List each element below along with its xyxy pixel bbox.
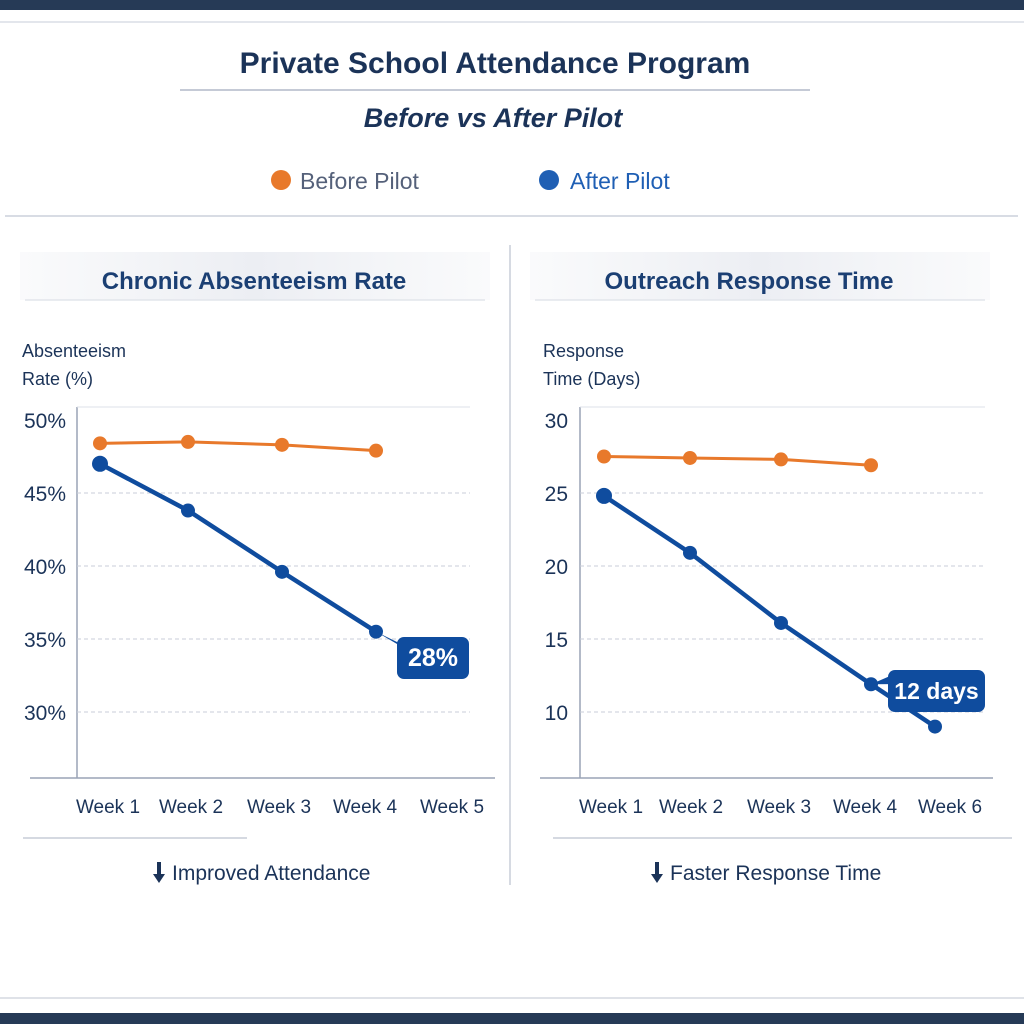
legend-marker-after [539, 170, 559, 190]
x-tick-label: Week 2 [659, 797, 723, 818]
data-point [774, 452, 788, 467]
y-axis-label: Rate (%) [22, 369, 93, 389]
chart-1: Chronic Absenteeism Rate Absenteeism Rate … [20, 252, 495, 885]
x-tick-label: Week 1 [76, 797, 140, 818]
y-tick-label: 30% [24, 702, 66, 725]
x-tick-label: Week 6 [918, 797, 982, 818]
legend-item-before: Before Pilot [271, 168, 420, 194]
series-line [99, 440, 377, 453]
x-tick-label: Week 4 [333, 797, 398, 818]
chart-2: Outreach Response Time Response Time (Days… [530, 252, 1012, 885]
bottom-bar [0, 1013, 1024, 1024]
series-after-pilot [92, 455, 383, 639]
y-axis-label: Absenteeism [22, 341, 126, 361]
series-before-pilot [597, 449, 878, 473]
chart-footer: Improved Attendance [153, 862, 370, 885]
y-tick-label: 15 [545, 629, 568, 652]
data-point [774, 615, 788, 630]
series-line [603, 455, 872, 467]
data-point [93, 436, 107, 451]
footer-label: Faster Response Time [670, 862, 881, 885]
data-point [275, 564, 289, 579]
data-point [369, 443, 383, 458]
chart-title-band [530, 252, 990, 300]
y-tick-label: 30 [545, 410, 568, 433]
data-point [928, 719, 942, 734]
chart-title: Outreach Response Time [605, 268, 894, 295]
callout-box [888, 670, 985, 712]
series-before-pilot [93, 434, 383, 458]
x-tick-label: Week 1 [579, 797, 643, 818]
data-point [275, 437, 289, 452]
x-tick-label: Week 3 [747, 797, 811, 818]
page-subtitle: Before vs After Pilot [364, 103, 624, 133]
legend-item-after: After Pilot [539, 168, 670, 194]
y-axis-label: Time (Days) [543, 369, 640, 389]
footer-label: Improved Attendance [172, 862, 370, 885]
y-tick-label: 25 [545, 483, 568, 506]
callout: 28% [376, 631, 469, 679]
legend: Before Pilot After Pilot [271, 168, 670, 194]
legend-marker-before [271, 170, 291, 190]
x-tick-label: Week 3 [247, 797, 311, 818]
page-title: Private School Attendance Program [240, 47, 751, 80]
y-tick-label: 35% [24, 629, 66, 652]
series-line [602, 494, 937, 729]
down-arrow-icon [153, 862, 165, 883]
chart-title-band [20, 252, 490, 300]
down-arrow-icon [651, 862, 663, 883]
legend-label-before: Before Pilot [300, 168, 420, 194]
chart-title: Chronic Absenteeism Rate [102, 268, 407, 295]
callout-label: 28% [408, 644, 458, 672]
data-point [597, 449, 611, 464]
data-point [596, 487, 612, 504]
data-point [683, 545, 697, 560]
x-tick-label: Week 5 [420, 797, 484, 818]
y-tick-label: 40% [24, 556, 66, 579]
callout-label: 12 days [894, 678, 978, 704]
data-point [92, 455, 108, 472]
data-point [683, 450, 697, 465]
series-line [98, 461, 378, 634]
data-point [864, 458, 878, 473]
chart-footer: Faster Response Time [651, 862, 881, 885]
legend-label-after: After Pilot [570, 168, 670, 194]
y-tick-label: 50% [24, 410, 66, 433]
y-tick-label: 10 [545, 702, 568, 725]
top-bar [0, 0, 1024, 10]
callout: 12 days [871, 670, 985, 712]
y-tick-label: 20 [545, 556, 568, 579]
callout-box [397, 637, 469, 679]
data-point [181, 503, 195, 518]
y-tick-label: 45% [24, 483, 66, 506]
x-tick-label: Week 4 [833, 797, 898, 818]
y-axis-label: Response [543, 341, 624, 361]
x-tick-label: Week 2 [159, 797, 223, 818]
data-point [181, 434, 195, 449]
